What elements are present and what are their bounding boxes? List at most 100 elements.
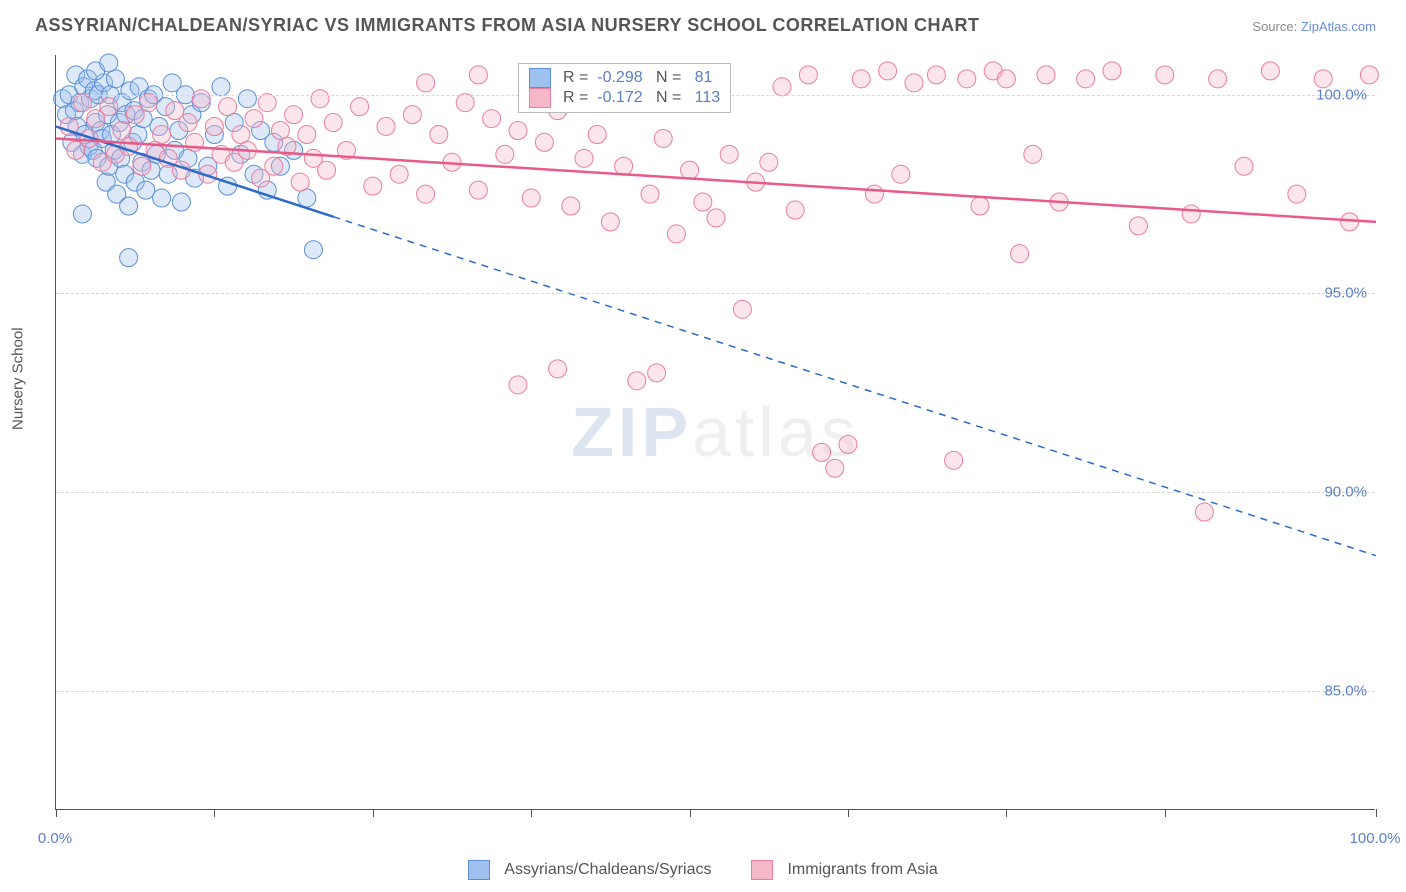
data-point: [232, 125, 250, 143]
legend-text: R = -0.172 N = 113: [563, 89, 720, 107]
data-point: [139, 94, 157, 112]
legend-swatch: [529, 68, 551, 88]
legend-swatch: [529, 88, 551, 108]
data-point: [1129, 217, 1147, 235]
data-point: [549, 360, 567, 378]
data-point: [73, 94, 91, 112]
data-point: [1195, 503, 1213, 521]
legend-swatch-a: [468, 860, 490, 880]
data-point: [133, 157, 151, 175]
data-point: [219, 98, 237, 116]
data-point: [971, 197, 989, 215]
data-point: [483, 110, 501, 128]
data-point: [153, 125, 171, 143]
data-point: [318, 161, 336, 179]
correlation-legend-row: R = -0.172 N = 113: [529, 88, 720, 108]
data-point: [298, 125, 316, 143]
data-point: [641, 185, 659, 203]
data-point: [179, 114, 197, 132]
data-point: [298, 189, 316, 207]
x-tick: [1376, 809, 1377, 817]
data-point: [562, 197, 580, 215]
data-point: [813, 443, 831, 461]
x-tick: [531, 809, 532, 817]
data-point: [469, 181, 487, 199]
data-point: [496, 145, 514, 163]
y-tick-label: 100.0%: [1316, 86, 1367, 103]
data-point: [205, 118, 223, 136]
data-point: [1024, 145, 1042, 163]
plot-area: ZIPatlas 85.0%90.0%95.0%100.0%R = -0.298…: [55, 55, 1375, 810]
data-point: [509, 376, 527, 394]
data-point: [137, 181, 155, 199]
data-point: [720, 145, 738, 163]
data-point: [245, 110, 263, 128]
y-tick-label: 90.0%: [1324, 484, 1367, 501]
data-point: [997, 70, 1015, 88]
data-point: [153, 189, 171, 207]
data-point: [120, 197, 138, 215]
data-point: [1261, 62, 1279, 80]
data-point: [417, 74, 435, 92]
data-point: [927, 66, 945, 84]
data-point: [826, 459, 844, 477]
x-tick: [690, 809, 691, 817]
data-point: [694, 193, 712, 211]
data-point: [839, 435, 857, 453]
data-point: [100, 98, 118, 116]
data-point: [1341, 213, 1359, 231]
data-point: [456, 94, 474, 112]
data-point: [1103, 62, 1121, 80]
data-point: [192, 90, 210, 108]
data-point: [258, 94, 276, 112]
data-point: [106, 70, 124, 88]
data-point: [1077, 70, 1095, 88]
data-point: [865, 185, 883, 203]
data-point: [1156, 66, 1174, 84]
y-tick-label: 95.0%: [1324, 285, 1367, 302]
data-point: [212, 78, 230, 96]
data-point: [390, 165, 408, 183]
data-point: [265, 157, 283, 175]
data-point: [120, 249, 138, 267]
data-point: [615, 157, 633, 175]
data-point: [773, 78, 791, 96]
data-point: [311, 90, 329, 108]
x-tick: [373, 809, 374, 817]
x-tick-label: 100.0%: [1350, 830, 1401, 847]
legend-swatch-b: [751, 860, 773, 880]
x-tick: [56, 809, 57, 817]
data-point: [799, 66, 817, 84]
gridline: [56, 691, 1375, 692]
data-point: [601, 213, 619, 231]
data-point: [535, 133, 553, 151]
data-point: [403, 106, 421, 124]
legend-item-series-b: Immigrants from Asia: [751, 860, 937, 880]
x-tick: [214, 809, 215, 817]
data-point: [291, 173, 309, 191]
chart-svg: [56, 55, 1375, 809]
regression-line-extrapolated: [333, 217, 1376, 556]
data-point: [1360, 66, 1378, 84]
data-point: [351, 98, 369, 116]
data-point: [1314, 70, 1332, 88]
data-point: [958, 70, 976, 88]
gridline: [56, 293, 1375, 294]
legend-item-series-a: Assyrians/Chaldeans/Syriacs: [468, 860, 711, 880]
data-point: [892, 165, 910, 183]
legend-text: R = -0.298 N = 81: [563, 69, 712, 87]
source-link[interactable]: ZipAtlas.com: [1301, 19, 1376, 34]
legend-label-a: Assyrians/Chaldeans/Syriacs: [504, 861, 711, 879]
data-point: [588, 125, 606, 143]
gridline: [56, 492, 1375, 493]
data-point: [667, 225, 685, 243]
correlation-legend: R = -0.298 N = 81 R = -0.172 N = 113: [518, 63, 731, 113]
correlation-legend-row: R = -0.298 N = 81: [529, 68, 720, 88]
data-point: [417, 185, 435, 203]
y-axis-title: Nursery School: [10, 327, 27, 430]
data-point: [786, 201, 804, 219]
data-point: [575, 149, 593, 167]
y-tick-label: 85.0%: [1324, 682, 1367, 699]
source-label: Source: ZipAtlas.com: [1252, 19, 1376, 34]
data-point: [733, 300, 751, 318]
